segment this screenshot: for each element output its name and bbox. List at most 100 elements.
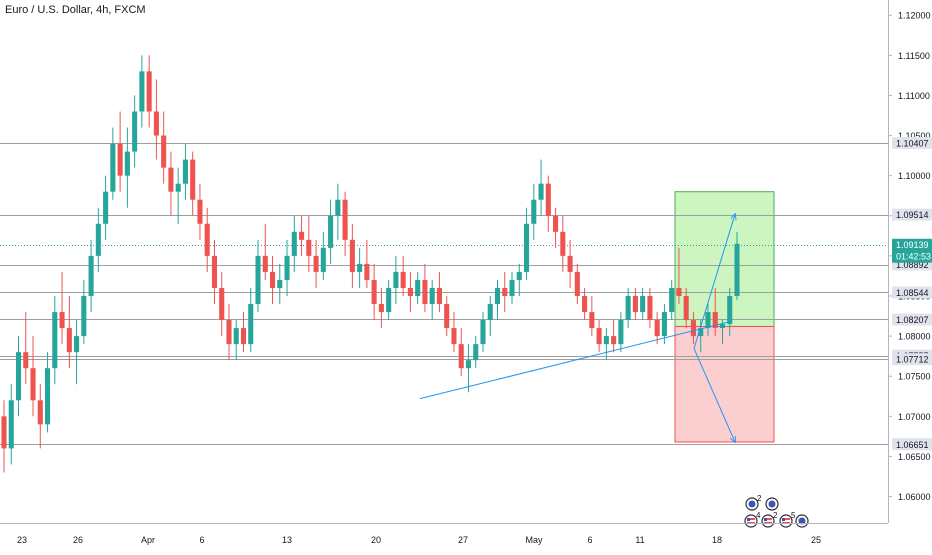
candle <box>589 295 595 337</box>
candle-body <box>269 271 276 288</box>
candle-body <box>640 295 646 313</box>
price-tick-label: 1.06500 <box>898 452 931 462</box>
candle <box>182 143 188 200</box>
candle-body <box>734 243 740 296</box>
candle <box>632 287 638 321</box>
candle-body <box>545 183 551 216</box>
calendar-event-icon[interactable] <box>795 514 809 528</box>
candle <box>262 223 268 280</box>
candle <box>248 287 254 353</box>
candle-body <box>153 111 159 136</box>
candle <box>103 175 109 240</box>
current-price-label: 1.09139 <box>896 240 929 250</box>
candle-body <box>596 328 602 345</box>
projection-arrow-up <box>693 214 735 349</box>
calendar-event-icon[interactable] <box>765 497 779 511</box>
candle <box>299 215 305 256</box>
flag-stripe <box>764 518 772 520</box>
candle-body <box>669 287 675 313</box>
level-price-badge <box>892 353 932 366</box>
candle <box>618 312 624 353</box>
candle-body <box>262 255 268 272</box>
candle-body <box>661 312 667 337</box>
level-price-badge <box>892 438 932 451</box>
candle-body <box>81 295 87 337</box>
price-tick-label: 1.11500 <box>898 51 930 61</box>
candle <box>625 287 631 329</box>
flag-canton <box>782 518 785 521</box>
candle <box>364 239 370 288</box>
candle <box>190 151 196 216</box>
candle-body <box>494 287 501 305</box>
candle <box>386 279 392 321</box>
level-price-label: 1.08544 <box>896 288 929 298</box>
event-count: 2 <box>773 511 778 520</box>
candle <box>719 320 726 345</box>
us-flag-event-icon[interactable]: 5 <box>779 511 796 528</box>
candle-body <box>197 199 203 224</box>
candle <box>509 271 515 305</box>
candle <box>211 239 218 305</box>
candle-body <box>371 279 377 305</box>
candle-body <box>45 368 51 425</box>
us-flag-event-icon[interactable]: 2 <box>761 511 778 528</box>
flag-stripe <box>747 518 755 520</box>
calendar-event-icon[interactable]: 2 <box>745 494 762 511</box>
candle-body <box>255 255 261 305</box>
candle <box>240 312 247 353</box>
candle-body <box>74 336 80 353</box>
candle-body <box>618 320 624 345</box>
candle-body <box>182 159 188 184</box>
candle <box>582 287 588 321</box>
candle-body <box>30 368 36 401</box>
candle <box>153 79 159 160</box>
candle-body <box>306 239 312 256</box>
candle-body <box>299 231 305 240</box>
candle-body <box>683 295 689 321</box>
candle-body <box>23 352 29 369</box>
candle-body <box>451 328 457 345</box>
candle-body <box>117 143 123 176</box>
us-flag-event-icon[interactable]: 4 <box>744 511 761 528</box>
candle <box>204 207 210 272</box>
candle-body <box>66 328 72 353</box>
candle <box>523 207 530 280</box>
candle-body <box>480 320 486 345</box>
candle-body <box>349 239 355 272</box>
time-tick-label: Apr <box>141 535 155 545</box>
candle-body <box>487 304 493 321</box>
candle <box>603 328 609 361</box>
candle-body <box>226 320 232 345</box>
level-price-badge <box>892 313 932 326</box>
candle <box>451 312 457 353</box>
price-tick-label: 1.06000 <box>898 492 931 502</box>
candle-body <box>574 271 580 296</box>
candle-body <box>647 295 653 321</box>
candle-body <box>553 215 559 232</box>
candle-body <box>458 344 464 369</box>
candle <box>422 263 428 313</box>
price-tick-label: 1.07500 <box>898 372 931 382</box>
candle-body <box>88 255 94 296</box>
candle-body <box>698 328 704 337</box>
candle <box>8 384 14 465</box>
candle-body <box>625 295 631 321</box>
time-tick-label: 26 <box>73 535 83 545</box>
candle-body <box>52 312 58 369</box>
candle <box>487 295 493 337</box>
candle <box>516 263 522 296</box>
candle-body <box>110 143 116 192</box>
candle-body <box>531 199 537 224</box>
candle <box>15 336 22 417</box>
time-tick-label: 6 <box>587 535 592 545</box>
candle <box>74 320 80 385</box>
candle <box>117 111 123 192</box>
flag-stripe <box>782 518 790 520</box>
countdown-label: 01:42:53 <box>896 252 931 262</box>
candle <box>393 255 399 305</box>
candle-body <box>328 215 334 248</box>
candle-body <box>632 295 638 313</box>
candle-body <box>654 320 660 337</box>
